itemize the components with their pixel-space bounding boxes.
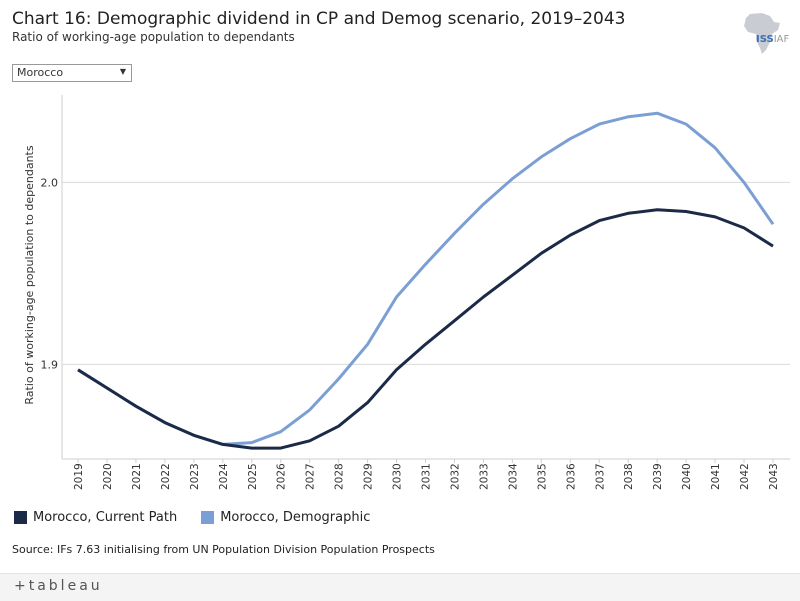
- country-dropdown[interactable]: Morocco ▼: [12, 64, 132, 82]
- chart-title: Chart 16: Demographic dividend in CP and…: [12, 9, 626, 29]
- x-tick-label: 2019: [73, 463, 85, 490]
- tableau-footer: +tableau: [0, 573, 800, 601]
- legend-swatch-current-path: [14, 511, 27, 524]
- x-tick-label: 2025: [247, 463, 259, 490]
- tableau-logo[interactable]: +tableau: [14, 578, 103, 594]
- x-tick-label: 2026: [276, 463, 288, 490]
- x-tick-label: 2029: [363, 463, 375, 490]
- x-tick-label: 2023: [189, 463, 201, 490]
- x-tick-label: 2020: [102, 463, 114, 490]
- x-tick-label: 2022: [160, 463, 172, 490]
- dropdown-selected-value: Morocco: [17, 66, 64, 79]
- x-tick-label: 2034: [507, 463, 519, 490]
- legend-label-current-path: Morocco, Current Path: [33, 510, 178, 525]
- y-tick-label: 1.9: [41, 358, 59, 371]
- x-tick-label: 2024: [218, 463, 230, 490]
- africa-map-icon: [744, 13, 780, 54]
- iss-logo: ISSIAF: [756, 34, 790, 45]
- x-tick-label: 2033: [478, 463, 490, 490]
- legend-label-demographic: Morocco, Demographic: [220, 510, 371, 525]
- legend-item-current-path[interactable]: Morocco, Current Path: [14, 510, 177, 525]
- x-tick-label: 2031: [421, 463, 433, 490]
- x-tick-label: 2041: [710, 463, 722, 490]
- x-tick-label: 2021: [131, 463, 143, 490]
- x-tick-label: 2036: [565, 463, 577, 490]
- x-tick-label: 2030: [392, 463, 404, 490]
- line-chart: Ratio of working-age population to depen…: [23, 95, 790, 490]
- x-tick-label: 2038: [623, 463, 635, 490]
- x-tick-label: 2042: [739, 463, 751, 490]
- legend-swatch-demographic: [201, 511, 215, 524]
- legend-item-demographic[interactable]: Morocco, Demographic: [201, 510, 370, 525]
- x-tick-label: 2027: [305, 463, 317, 490]
- series-line-current-path[interactable]: [77, 208, 774, 450]
- y-axis-label: Ratio of working-age population to depen…: [23, 145, 36, 404]
- source-note: Source: IFs 7.63 initialising from UN Po…: [12, 543, 435, 556]
- series-line-demographic[interactable]: [77, 111, 775, 446]
- chevron-down-icon: ▼: [119, 67, 126, 76]
- x-tick-label: 2037: [594, 463, 606, 490]
- legend: Morocco, Current Path Morocco, Demograph…: [14, 510, 370, 525]
- x-tick-label: 2028: [334, 463, 346, 490]
- x-tick-label: 2039: [652, 463, 664, 490]
- x-tick-label: 2043: [768, 463, 780, 490]
- x-tick-label: 2032: [449, 463, 461, 490]
- x-tick-label: 2035: [536, 463, 548, 490]
- y-tick-label: 2.0: [41, 176, 59, 189]
- chart-subtitle: Ratio of working-age population to depen…: [12, 30, 295, 44]
- x-tick-label: 2040: [681, 463, 693, 490]
